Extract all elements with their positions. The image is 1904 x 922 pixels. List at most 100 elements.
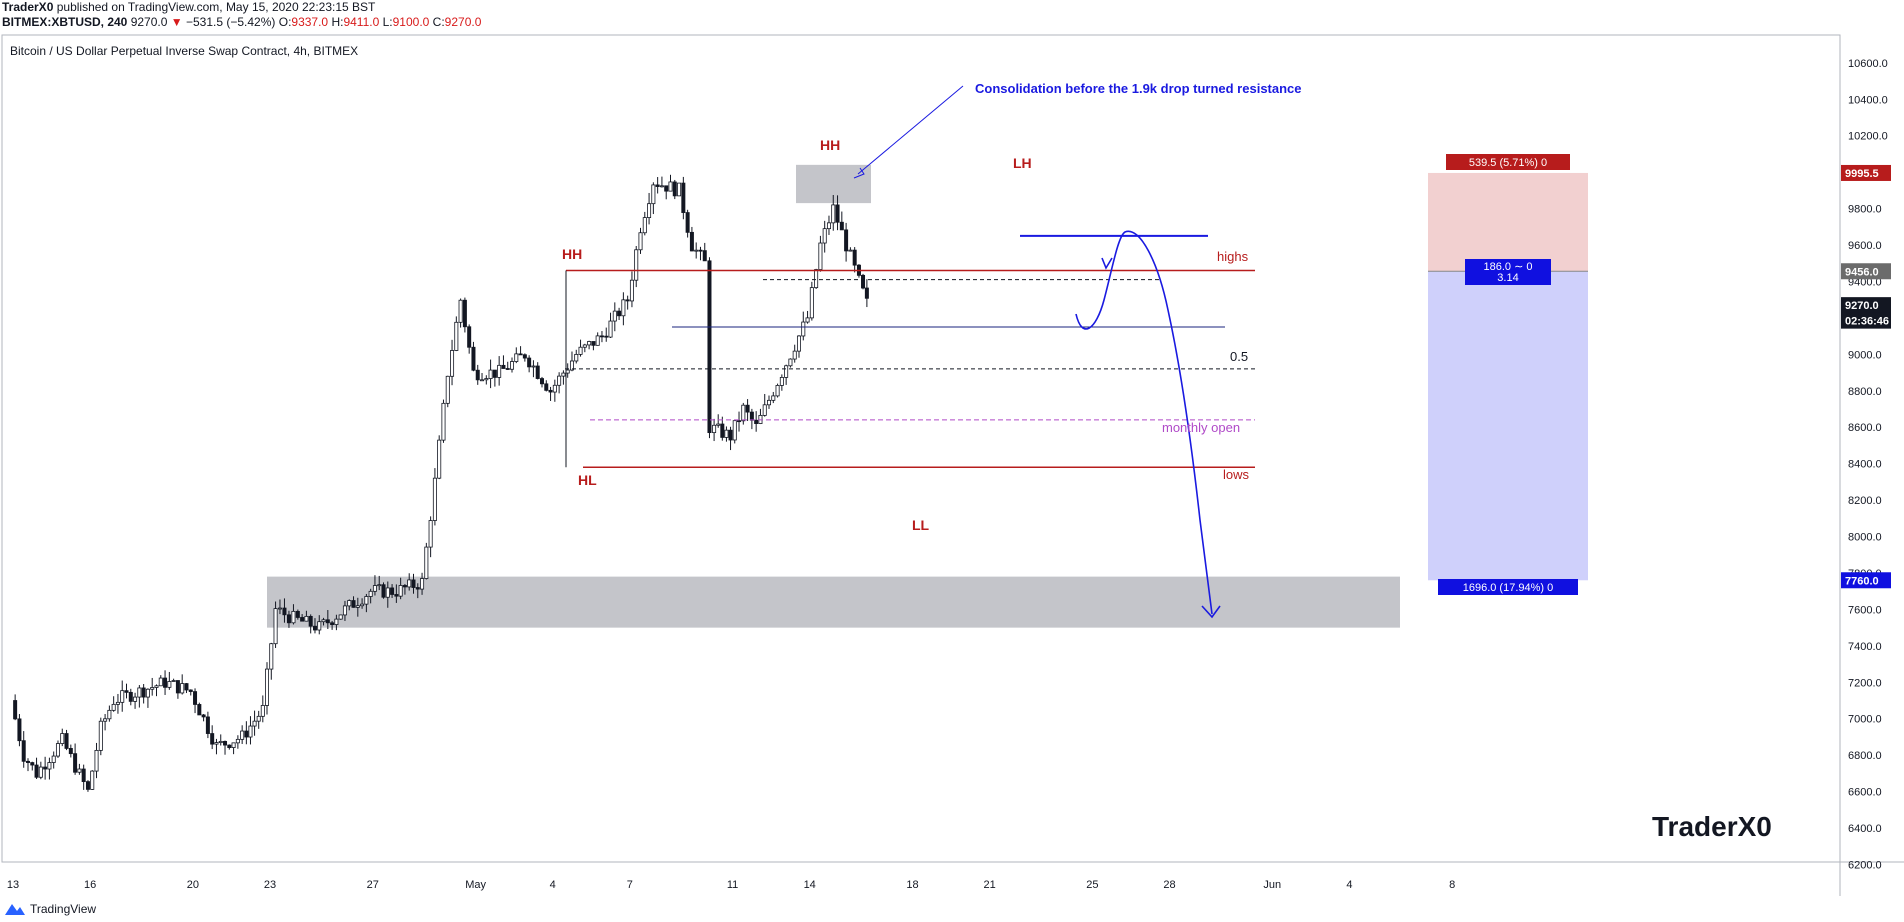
tradingview-footer[interactable]: TradingView — [4, 902, 96, 916]
candle-body — [347, 600, 352, 607]
last-price: 9270.0 — [130, 15, 168, 29]
hl-label: HL — [578, 472, 597, 488]
y-tick-label: 6800.0 — [1848, 750, 1882, 762]
candle-body — [844, 229, 849, 252]
projection-arrowhead — [1201, 605, 1221, 619]
candle-body — [796, 335, 801, 352]
candle-body — [587, 341, 592, 346]
candle-body — [681, 182, 686, 213]
y-tick-label: 9600.0 — [1848, 240, 1882, 252]
low-value: 9100.0 — [392, 15, 430, 29]
candle-body — [848, 249, 853, 252]
tradingview-brand: TradingView — [30, 902, 97, 916]
price-badge-label: 7760.0 — [1845, 575, 1879, 587]
candle-body — [17, 718, 22, 742]
price-badge — [1841, 263, 1891, 280]
down-arrow-icon: ▼ — [170, 15, 183, 29]
candle-body — [638, 232, 643, 251]
candle-body — [522, 354, 527, 359]
candle-body — [531, 365, 536, 368]
x-tick-label: 20 — [187, 879, 199, 891]
candle-body — [300, 617, 305, 622]
candle-body — [111, 703, 116, 711]
candle-body — [484, 378, 489, 381]
candle-body — [115, 701, 120, 705]
candle-body — [128, 691, 133, 702]
candle-body — [861, 274, 866, 289]
highs-label: highs — [1217, 249, 1249, 264]
entry-label-risk: 186.0 ∼ 0 — [1484, 261, 1533, 273]
candle-body — [801, 321, 806, 337]
candle-body — [454, 321, 459, 351]
candle-body — [634, 249, 639, 281]
candle-body — [737, 420, 742, 423]
y-tick-label: 8600.0 — [1848, 422, 1882, 434]
candle-body — [784, 365, 789, 378]
candle-body — [235, 738, 240, 744]
y-tick-label: 7000.0 — [1848, 714, 1882, 726]
price-chart[interactable]: Consolidation before the 1.9k drop turne… — [0, 34, 1904, 896]
candle-body — [85, 781, 90, 790]
projection-path — [1075, 230, 1213, 615]
candle-body — [420, 578, 425, 590]
candle-body — [133, 696, 138, 702]
tradingview-logo-icon — [5, 904, 25, 915]
candle-body — [197, 704, 202, 716]
candle-body — [514, 353, 519, 362]
candle-body — [372, 585, 377, 592]
candle-body — [248, 725, 253, 738]
candle-body — [73, 753, 78, 773]
candle-body — [510, 361, 515, 370]
candle-body — [689, 231, 694, 252]
candle-body — [282, 607, 287, 616]
candle-body — [565, 369, 570, 374]
high-value: 9411.0 — [343, 15, 380, 29]
candle-body — [68, 748, 73, 755]
x-tick-label: 7 — [627, 879, 633, 891]
candle-body — [214, 742, 219, 745]
candle-body — [60, 733, 65, 744]
candle-body — [38, 766, 43, 778]
candle-body — [415, 587, 420, 590]
candle-body — [668, 181, 673, 192]
ll-label: LL — [912, 517, 930, 533]
y-tick-label: 10200.0 — [1848, 131, 1888, 143]
candle-body — [480, 379, 485, 382]
y-tick-label: 8200.0 — [1848, 495, 1882, 507]
x-tick-label: May — [465, 879, 486, 891]
candle-body — [218, 740, 223, 743]
candle-body — [754, 419, 759, 424]
stop-loss-zone — [1428, 172, 1588, 272]
candle-body — [137, 687, 142, 698]
candle-body — [360, 603, 365, 607]
candle-body — [604, 335, 609, 338]
candle-body — [94, 749, 99, 772]
candle-body — [210, 733, 215, 745]
low-label: L: — [382, 15, 393, 29]
symbol-label: BITMEX:XBTUSD, 240 — [2, 15, 128, 29]
take-profit-zone — [1428, 271, 1588, 581]
candle-body — [273, 608, 278, 645]
candle-body — [809, 287, 814, 319]
candle-body — [677, 182, 682, 197]
chart-title: Bitcoin / US Dollar Perpetual Inverse Sw… — [10, 44, 359, 58]
candle-body — [852, 249, 857, 266]
x-tick-label: 13 — [7, 879, 19, 891]
candle-body — [685, 212, 690, 233]
candle-body — [103, 718, 108, 722]
published-text: published on TradingView.com, May 15, 20… — [56, 0, 376, 14]
y-tick-label: 6600.0 — [1848, 787, 1882, 799]
candle-body — [175, 680, 180, 694]
candle-body — [193, 691, 198, 705]
x-tick-label: 25 — [1086, 879, 1098, 891]
candle-body — [647, 203, 652, 218]
candle-body — [792, 350, 797, 360]
candle-body — [286, 614, 291, 624]
candle-body — [120, 690, 125, 703]
candle-body — [260, 705, 265, 717]
price-change: −531.5 (−5.42%) — [185, 15, 276, 29]
candle-body — [826, 222, 831, 230]
candle-body — [475, 369, 480, 381]
candle-body — [188, 689, 193, 692]
candle-body — [330, 622, 335, 625]
